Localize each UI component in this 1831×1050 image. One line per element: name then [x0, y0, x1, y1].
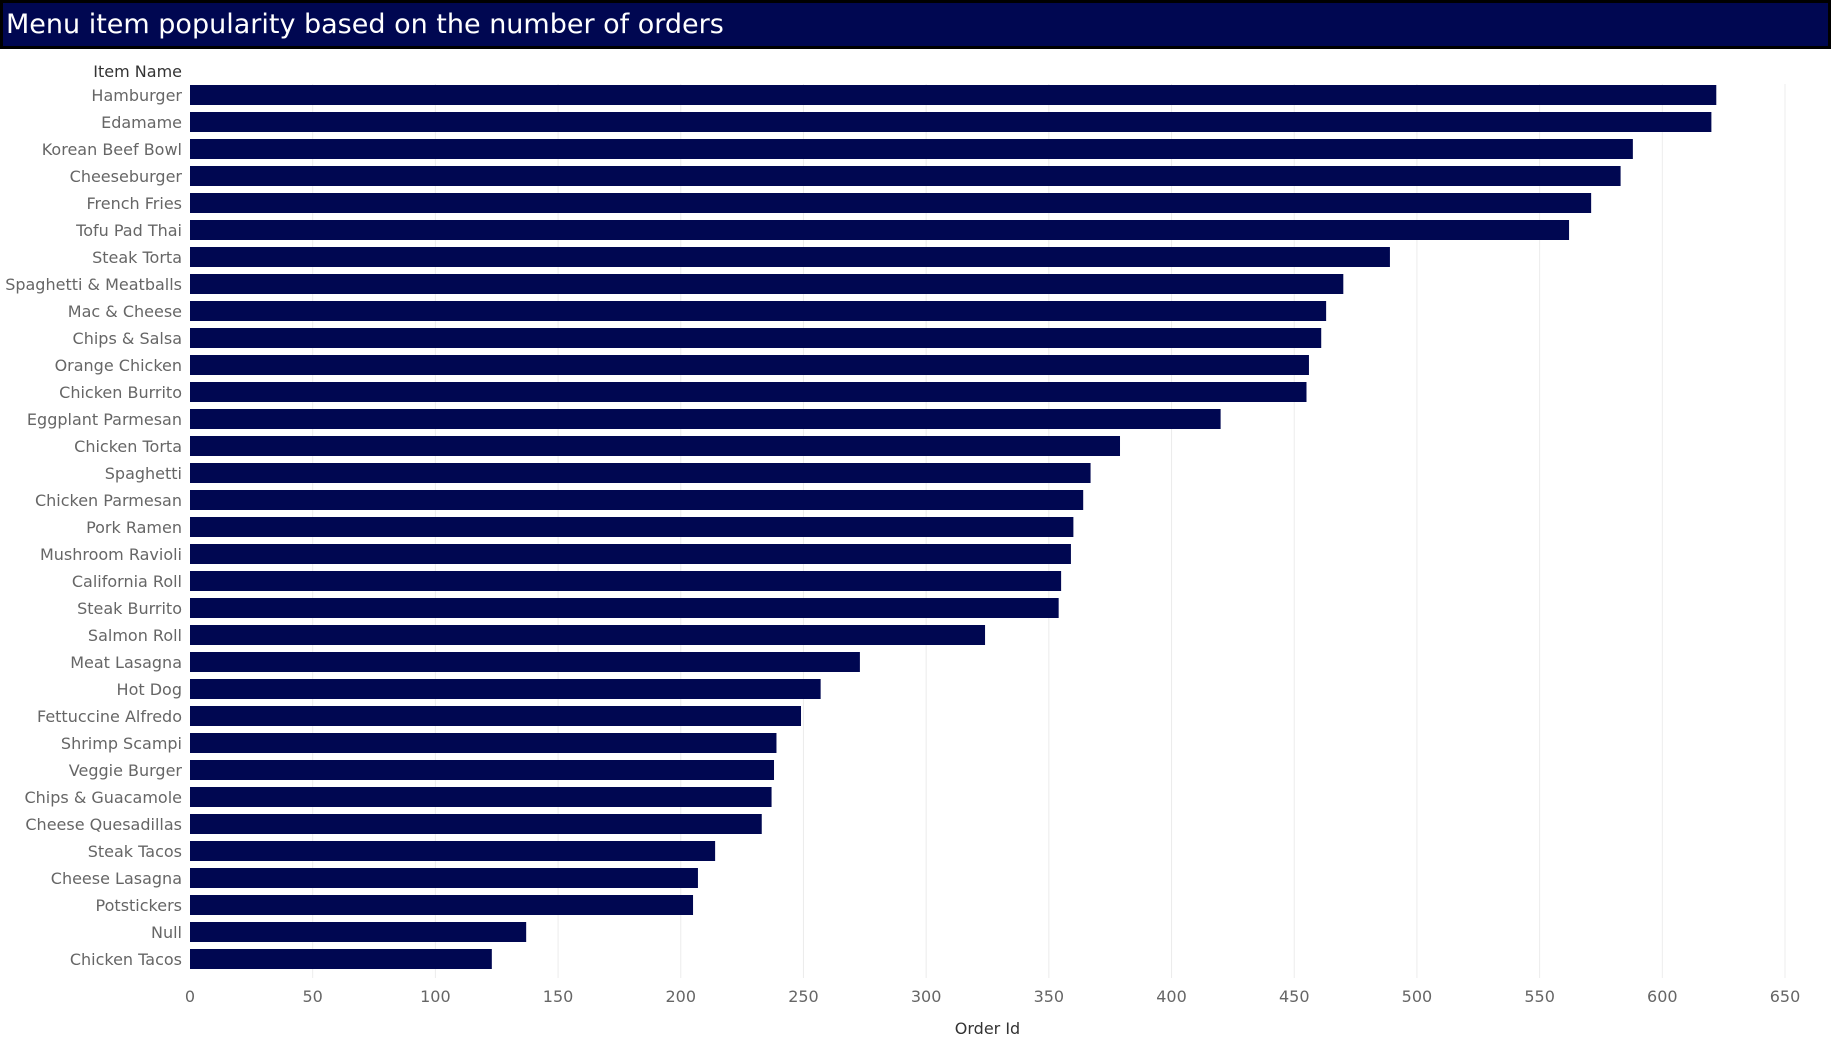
- category-label: Cheese Lasagna: [51, 869, 182, 888]
- category-label: Fettuccine Alfredo: [37, 707, 182, 726]
- bar[interactable]: [190, 895, 694, 915]
- category-label: Potstickers: [96, 896, 182, 915]
- bar[interactable]: [190, 193, 1592, 213]
- bar[interactable]: [190, 868, 698, 888]
- category-label: Korean Beef Bowl: [42, 140, 182, 159]
- bar[interactable]: [190, 571, 1062, 591]
- category-label: Steak Burrito: [77, 599, 182, 618]
- bar[interactable]: [190, 652, 860, 672]
- x-tick-label: 450: [1279, 987, 1310, 1006]
- category-label: Cheese Quesadillas: [25, 815, 182, 834]
- category-label: Hamburger: [91, 86, 182, 105]
- x-tick-labels: 0 50 100 150 200 250 300 350 400 450 500 550 600 650: [185, 987, 1800, 1006]
- category-label: Steak Torta: [92, 248, 182, 267]
- x-tick-label: 650: [1770, 987, 1801, 1006]
- bar[interactable]: [190, 544, 1071, 564]
- y-axis-title: Item Name: [93, 62, 182, 81]
- category-label: Pork Ramen: [86, 518, 182, 537]
- category-label: Chips & Guacamole: [24, 788, 182, 807]
- bar[interactable]: [190, 274, 1344, 294]
- bar[interactable]: [190, 949, 492, 969]
- category-label: Mushroom Ravioli: [40, 545, 182, 564]
- category-label: Spaghetti: [105, 464, 182, 483]
- category-label: Veggie Burger: [69, 761, 183, 780]
- bar[interactable]: [190, 706, 802, 726]
- x-tick-label: 600: [1647, 987, 1678, 1006]
- category-label: Chicken Torta: [74, 437, 182, 456]
- bar[interactable]: [190, 625, 986, 645]
- chart-title-bar: Menu item popularity based on the number…: [0, 0, 1831, 49]
- x-tick-label: 250: [788, 987, 819, 1006]
- x-axis-title: Order Id: [955, 1019, 1020, 1038]
- bar[interactable]: [190, 814, 762, 834]
- category-label: Chicken Tacos: [70, 950, 182, 969]
- x-tick-label: 150: [543, 987, 574, 1006]
- bar[interactable]: [190, 436, 1121, 456]
- bar[interactable]: [190, 733, 777, 753]
- bar[interactable]: [190, 760, 775, 780]
- bar[interactable]: [190, 922, 527, 942]
- category-label: Chicken Parmesan: [35, 491, 182, 510]
- category-label: Meat Lasagna: [70, 653, 182, 672]
- x-tick-label: 200: [665, 987, 696, 1006]
- bar[interactable]: [190, 382, 1307, 402]
- category-label: Salmon Roll: [88, 626, 182, 645]
- bar[interactable]: [190, 328, 1322, 348]
- category-label: Null: [151, 923, 182, 942]
- bar[interactable]: [190, 139, 1633, 159]
- category-label: Eggplant Parmesan: [27, 410, 182, 429]
- bar[interactable]: [190, 463, 1091, 483]
- category-label: Tofu Pad Thai: [75, 221, 182, 240]
- x-tick-label: 400: [1156, 987, 1187, 1006]
- bar[interactable]: [190, 598, 1059, 618]
- bar[interactable]: [190, 247, 1390, 267]
- category-label: Shrimp Scampi: [61, 734, 182, 753]
- bar[interactable]: [190, 166, 1621, 186]
- x-tick-label: 500: [1402, 987, 1433, 1006]
- x-tick-label: 350: [1034, 987, 1065, 1006]
- category-label: Orange Chicken: [55, 356, 182, 375]
- category-label: Chips & Salsa: [73, 329, 182, 348]
- category-label: Mac & Cheese: [68, 302, 182, 321]
- bars: [190, 85, 1717, 969]
- x-tick-label: 300: [911, 987, 942, 1006]
- bar[interactable]: [190, 85, 1717, 105]
- category-label: Edamame: [101, 113, 182, 132]
- category-labels: Hamburger Edamame Korean Beef Bowl Cheesebu…: [5, 86, 182, 969]
- bar[interactable]: [190, 517, 1074, 537]
- bar[interactable]: [190, 301, 1327, 321]
- bar[interactable]: [190, 409, 1221, 429]
- category-label: French Fries: [86, 194, 182, 213]
- x-tick-label: 50: [303, 987, 323, 1006]
- bar[interactable]: [190, 220, 1570, 240]
- x-tick-label: 100: [420, 987, 451, 1006]
- category-label: Spaghetti & Meatballs: [5, 275, 182, 294]
- category-label: Cheeseburger: [70, 167, 183, 186]
- category-label: Chicken Burrito: [59, 383, 182, 402]
- category-label: Hot Dog: [117, 680, 182, 699]
- bar[interactable]: [190, 841, 716, 861]
- category-label: California Roll: [72, 572, 182, 591]
- bar[interactable]: [190, 787, 772, 807]
- bar[interactable]: [190, 112, 1712, 132]
- category-label: Steak Tacos: [88, 842, 182, 861]
- bar[interactable]: [190, 355, 1309, 375]
- bar[interactable]: [190, 679, 821, 699]
- x-tick-label: 550: [1524, 987, 1555, 1006]
- x-tick-label: 0: [185, 987, 195, 1006]
- chart-title: Menu item popularity based on the number…: [3, 3, 1828, 46]
- bar[interactable]: [190, 490, 1084, 510]
